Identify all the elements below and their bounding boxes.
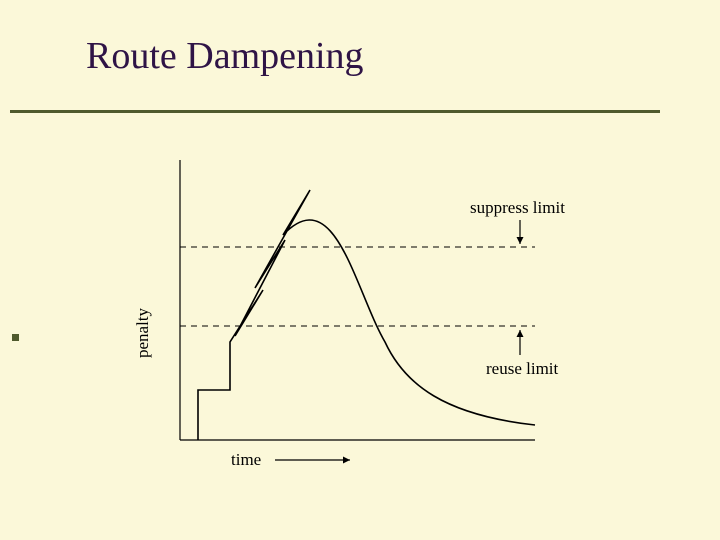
time-axis-label: time [231,450,261,470]
penalty-axis-label: penalty [133,308,153,358]
bullet-square [12,334,19,341]
slide-root: Route Dampening penalty time suppress li… [0,0,720,540]
title-underline [10,110,660,113]
reuse-limit-label: reuse limit [486,359,558,379]
penalty-curve [198,190,535,440]
slide-title: Route Dampening [86,34,364,78]
suppress-limit-label: suppress limit [470,198,565,218]
